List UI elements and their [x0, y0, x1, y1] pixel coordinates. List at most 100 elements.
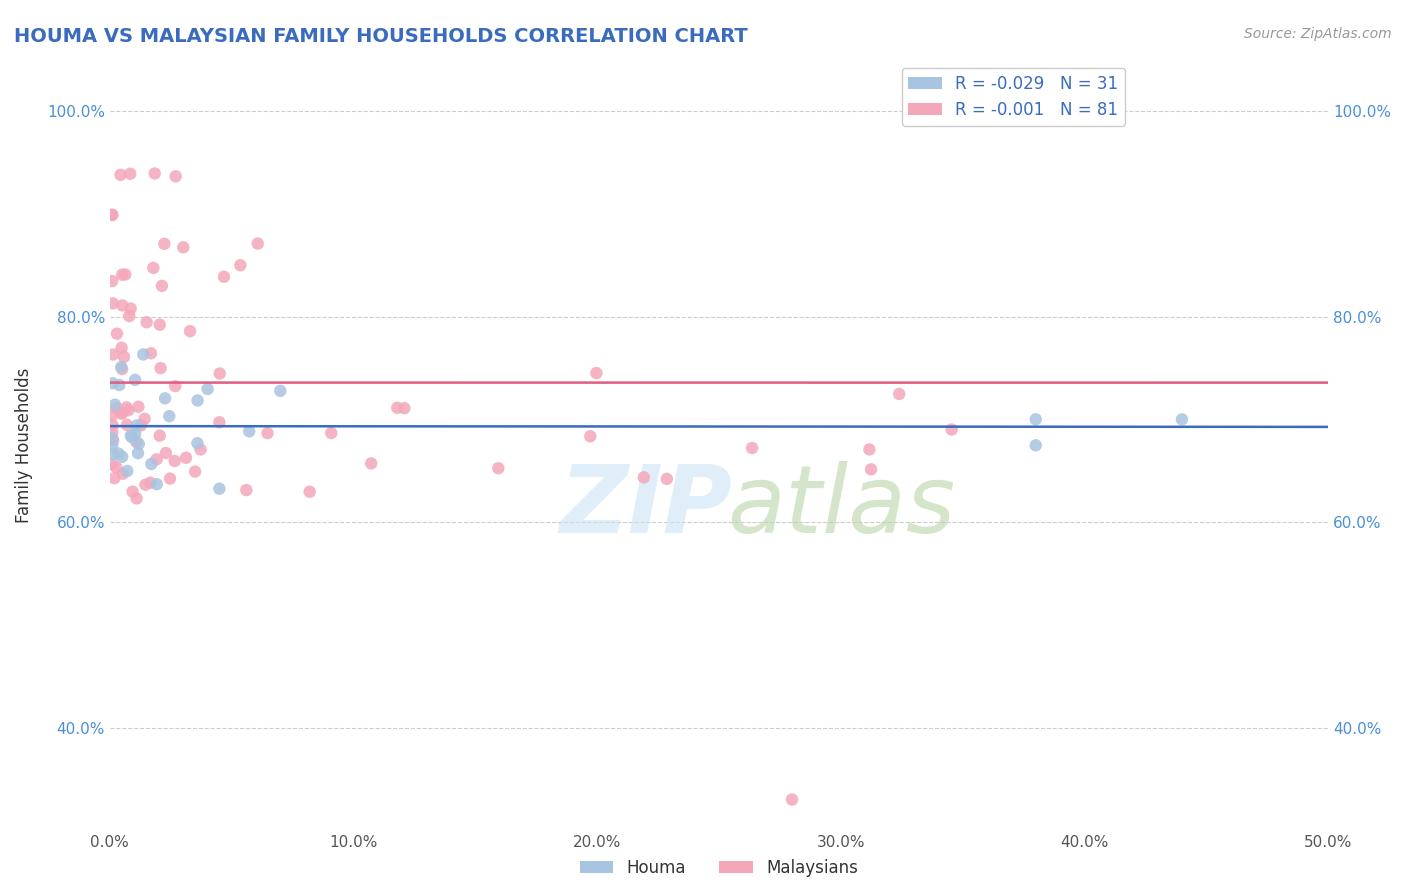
Point [111, 450, 134, 464]
Point [633, 470, 655, 484]
Point [125, 434, 148, 449]
Point [105, 326, 128, 341]
Point [1171, 412, 1194, 426]
Point [238, 425, 260, 439]
Point [155, 446, 177, 460]
Point [860, 462, 883, 476]
Point [941, 422, 963, 436]
Point [1025, 412, 1047, 426]
Point [387, 401, 409, 415]
Point [124, 426, 146, 441]
Point [101, 208, 124, 222]
Point [115, 401, 138, 415]
Point [256, 426, 278, 441]
Point [184, 465, 207, 479]
Point [125, 418, 148, 433]
Point [111, 362, 134, 376]
Point [174, 450, 197, 465]
Point [139, 346, 162, 360]
Point [360, 456, 382, 470]
Point [179, 324, 201, 338]
Point [208, 482, 231, 496]
Point [298, 484, 321, 499]
Point [105, 401, 128, 416]
Point [120, 428, 142, 442]
Point [134, 412, 156, 426]
Point [159, 472, 181, 486]
Point [149, 318, 172, 332]
Point [394, 401, 416, 416]
Text: ZIP: ZIP [560, 460, 733, 553]
Point [212, 269, 235, 284]
Point [101, 418, 124, 433]
Point [780, 792, 803, 806]
Point [112, 350, 135, 364]
Point [157, 409, 180, 424]
Point [127, 446, 149, 460]
Point [111, 406, 134, 420]
Point [127, 400, 149, 414]
Point [141, 457, 163, 471]
Point [129, 418, 152, 433]
Point [197, 382, 219, 396]
Point [120, 167, 142, 181]
Text: atlas: atlas [727, 461, 955, 552]
Point [101, 409, 124, 423]
Point [172, 240, 194, 254]
Point [208, 367, 231, 381]
Point [139, 475, 162, 490]
Point [120, 301, 142, 316]
Point [110, 168, 132, 182]
Point [149, 428, 172, 442]
Point [486, 461, 509, 475]
Point [111, 298, 134, 312]
Text: Source: ZipAtlas.com: Source: ZipAtlas.com [1244, 27, 1392, 41]
Point [110, 360, 132, 375]
Point [585, 366, 607, 380]
Point [117, 464, 139, 478]
Point [321, 425, 343, 440]
Point [135, 315, 157, 329]
Point [153, 236, 176, 251]
Point [134, 477, 156, 491]
Point [163, 454, 186, 468]
Point [111, 268, 134, 282]
Point [111, 407, 134, 421]
Point [165, 169, 187, 184]
Point [121, 484, 143, 499]
Point [579, 429, 602, 443]
Point [101, 447, 124, 461]
Point [124, 373, 146, 387]
Point [101, 376, 124, 391]
Point [101, 296, 124, 310]
Point [165, 379, 187, 393]
Point [101, 431, 124, 445]
Point [655, 472, 678, 486]
Point [132, 347, 155, 361]
Point [143, 166, 166, 180]
Point [101, 425, 124, 440]
Point [103, 471, 125, 485]
Point [101, 274, 124, 288]
Y-axis label: Family Households: Family Households [15, 368, 32, 523]
Point [128, 437, 150, 451]
Point [187, 393, 209, 408]
Point [121, 430, 143, 444]
Point [111, 467, 134, 481]
Point [111, 341, 134, 355]
Point [153, 392, 176, 406]
Point [117, 403, 139, 417]
Point [190, 442, 212, 457]
Point [142, 260, 165, 275]
Point [105, 460, 128, 475]
Point [269, 384, 291, 398]
Legend: Houma, Malaysians: Houma, Malaysians [574, 853, 865, 884]
Point [101, 347, 124, 361]
Point [741, 441, 763, 455]
Point [101, 208, 124, 222]
Point [125, 491, 148, 506]
Point [104, 398, 127, 412]
Point [150, 278, 173, 293]
Point [114, 268, 136, 282]
Point [108, 378, 131, 392]
